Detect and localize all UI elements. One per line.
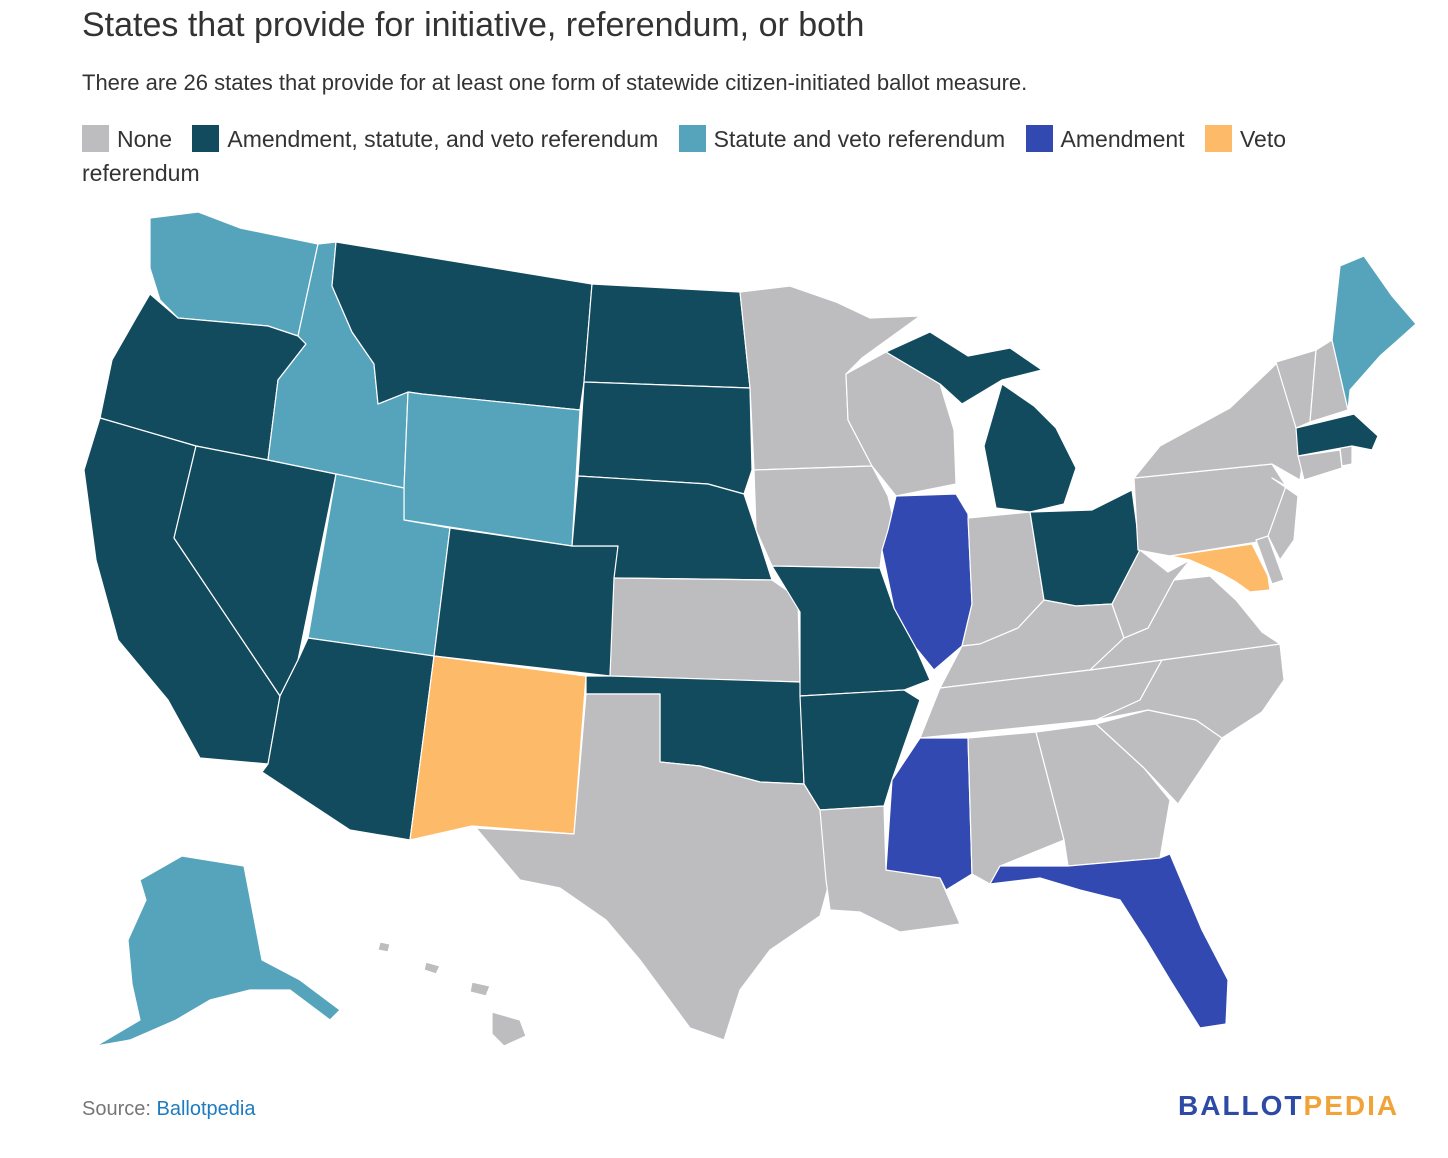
state-hawaii-oahu[interactable] [423, 961, 441, 975]
state-iowa[interactable] [753, 465, 897, 569]
state-connecticut[interactable] [1297, 449, 1343, 481]
state-hawaii-big[interactable] [491, 1011, 527, 1047]
state-west-virginia[interactable] [1111, 549, 1191, 639]
legend-swatch-none [82, 125, 109, 152]
legend-item-amendment[interactable]: Amendment [1025, 125, 1185, 152]
state-michigan-up[interactable] [885, 331, 1043, 405]
state-michigan-lp[interactable] [983, 383, 1077, 513]
state-minnesota[interactable] [739, 285, 921, 471]
legend-item-none[interactable]: None [82, 125, 172, 152]
state-arkansas[interactable] [799, 689, 921, 811]
legend-swatch-amendment-statute-veto [192, 125, 220, 152]
legend-item-amendment-statute-veto[interactable]: Amendment, statute, and veto referendum [192, 125, 659, 152]
chart-subtitle: There are 26 states that provide for at … [82, 70, 1028, 95]
chart-title: States that provide for initiative, refe… [82, 6, 865, 44]
source-link[interactable]: Ballotpedia [156, 1098, 256, 1120]
state-maine[interactable] [1331, 255, 1417, 411]
legend-label-statute-veto: Statute and veto referendum [713, 126, 1006, 152]
state-louisiana[interactable] [819, 805, 961, 933]
source-prefix: Source: [82, 1098, 157, 1120]
state-new-mexico[interactable] [409, 655, 587, 841]
state-hawaii-maui[interactable] [469, 981, 491, 997]
legend-item-veto-referendum[interactable]: Veto referendum [82, 125, 1286, 186]
legend-label-amendment: Amendment [1060, 126, 1185, 152]
state-new-jersey[interactable] [1267, 477, 1299, 561]
state-rhode-island[interactable] [1339, 445, 1353, 467]
source-note: Source: Ballotpedia [82, 1098, 255, 1121]
legend-label-veto-referendum: Veto referendum [82, 126, 1286, 186]
state-kansas[interactable] [609, 577, 801, 683]
state-new-york[interactable] [1133, 363, 1305, 481]
logo-part-pedia: PEDIA [1303, 1090, 1400, 1121]
ballotpedia-logo[interactable]: BALLOTPEDIA [1178, 1090, 1399, 1122]
state-maryland[interactable] [1169, 543, 1271, 593]
legend-swatch-statute-veto [678, 125, 706, 152]
state-hawaii-kauai[interactable] [377, 941, 391, 953]
state-wyoming[interactable] [403, 391, 581, 547]
state-colorado[interactable] [433, 527, 619, 677]
state-north-carolina[interactable] [1095, 643, 1285, 739]
state-delaware[interactable] [1255, 535, 1285, 585]
legend-swatch-amendment [1025, 125, 1053, 152]
legend-label-amendment-statute-veto: Amendment, statute, and veto referendum [227, 126, 659, 152]
state-massachusetts[interactable] [1295, 413, 1379, 457]
logo-part-ballot: BALLOT [1178, 1090, 1304, 1121]
state-alaska[interactable] [95, 855, 341, 1047]
legend-item-statute-veto[interactable]: Statute and veto referendum [678, 125, 1006, 152]
legend-label-none: None [117, 126, 172, 152]
legend-swatch-veto-referendum [1204, 125, 1232, 152]
state-texas[interactable] [475, 693, 831, 1041]
state-illinois[interactable] [881, 493, 973, 671]
state-florida[interactable] [989, 853, 1229, 1029]
state-missouri[interactable] [771, 565, 931, 697]
state-north-dakota[interactable] [583, 283, 751, 389]
legend: None Amendment, statute, and veto refere… [82, 122, 1342, 190]
